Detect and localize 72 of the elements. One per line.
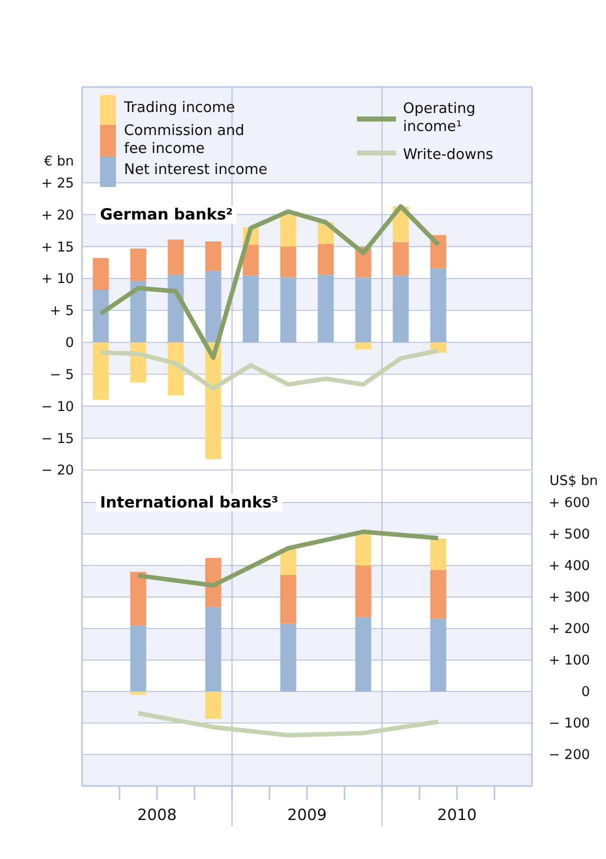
y-tick-label: + 400 — [548, 558, 590, 574]
x-tick-label: 2008 — [137, 806, 177, 824]
bar — [130, 692, 146, 695]
bar — [242, 244, 259, 276]
bar — [130, 625, 146, 692]
bar — [92, 342, 109, 400]
line-series — [98, 204, 440, 360]
text: International banks³ — [100, 494, 278, 512]
bar — [205, 607, 222, 692]
y-tick-label: − 5 — [50, 366, 74, 383]
bar — [430, 618, 446, 692]
legend-label: Net interest income — [124, 162, 268, 178]
y-tick-label: + 20 — [41, 207, 74, 224]
bar — [205, 692, 222, 719]
y-axis-title: € bn — [44, 153, 74, 170]
y-tick-label: − 100 — [548, 716, 590, 732]
y-tick-label: + 500 — [548, 526, 590, 543]
bar — [355, 342, 372, 350]
y-tick-label: + 25 — [41, 175, 74, 192]
y-axis-title: US$ bn — [550, 473, 598, 490]
bar — [280, 246, 296, 278]
bar — [355, 566, 372, 618]
legend-label: Operating income¹ — [403, 101, 476, 135]
bar — [280, 277, 296, 342]
y-tick-label: − 10 — [41, 398, 74, 415]
bar — [280, 214, 296, 247]
y-tick-label: + 10 — [41, 271, 74, 288]
y-tick-label: − 20 — [41, 462, 74, 479]
legend-label: Write-downs — [403, 147, 494, 163]
bar — [130, 248, 146, 282]
bar — [355, 532, 372, 566]
y-tick-label: 0 — [65, 335, 74, 352]
bar — [392, 275, 409, 342]
x-tick-label: 2009 — [287, 806, 327, 824]
line-series — [136, 530, 440, 588]
bar — [392, 242, 409, 276]
y-tick-label: + 600 — [548, 495, 590, 512]
bar — [130, 572, 146, 626]
legend-label: Trading income — [123, 100, 235, 116]
bar — [355, 617, 372, 692]
bar — [92, 290, 109, 342]
bar — [205, 270, 222, 342]
bar — [430, 235, 446, 268]
bar — [130, 281, 146, 342]
bar — [280, 548, 296, 575]
y-tick-label: − 200 — [548, 747, 590, 764]
y-tick-label: + 200 — [548, 621, 590, 638]
y-tick-label: 0 — [581, 684, 590, 700]
y-tick-label: + 15 — [41, 239, 74, 256]
y-tick-label: + 300 — [548, 590, 590, 606]
line-series — [98, 348, 440, 391]
legend-label: Commission and fee income — [124, 123, 244, 157]
text: German banks² — [100, 206, 233, 224]
bar — [205, 558, 222, 608]
bar — [168, 240, 184, 275]
bar — [430, 268, 446, 342]
bar — [318, 244, 334, 275]
bar — [430, 570, 446, 618]
bar — [318, 274, 334, 342]
bar — [355, 277, 372, 342]
bar — [205, 241, 222, 271]
x-tick-label: 2010 — [437, 806, 477, 824]
bar — [280, 624, 296, 692]
bar — [280, 574, 296, 624]
bar — [430, 538, 446, 570]
bar — [168, 342, 184, 396]
line-series — [136, 710, 440, 738]
y-tick-label: + 5 — [50, 303, 74, 320]
y-tick-label: − 15 — [41, 430, 74, 447]
bar — [242, 275, 259, 342]
y-tick-label: + 100 — [548, 652, 590, 669]
bar — [92, 258, 109, 290]
